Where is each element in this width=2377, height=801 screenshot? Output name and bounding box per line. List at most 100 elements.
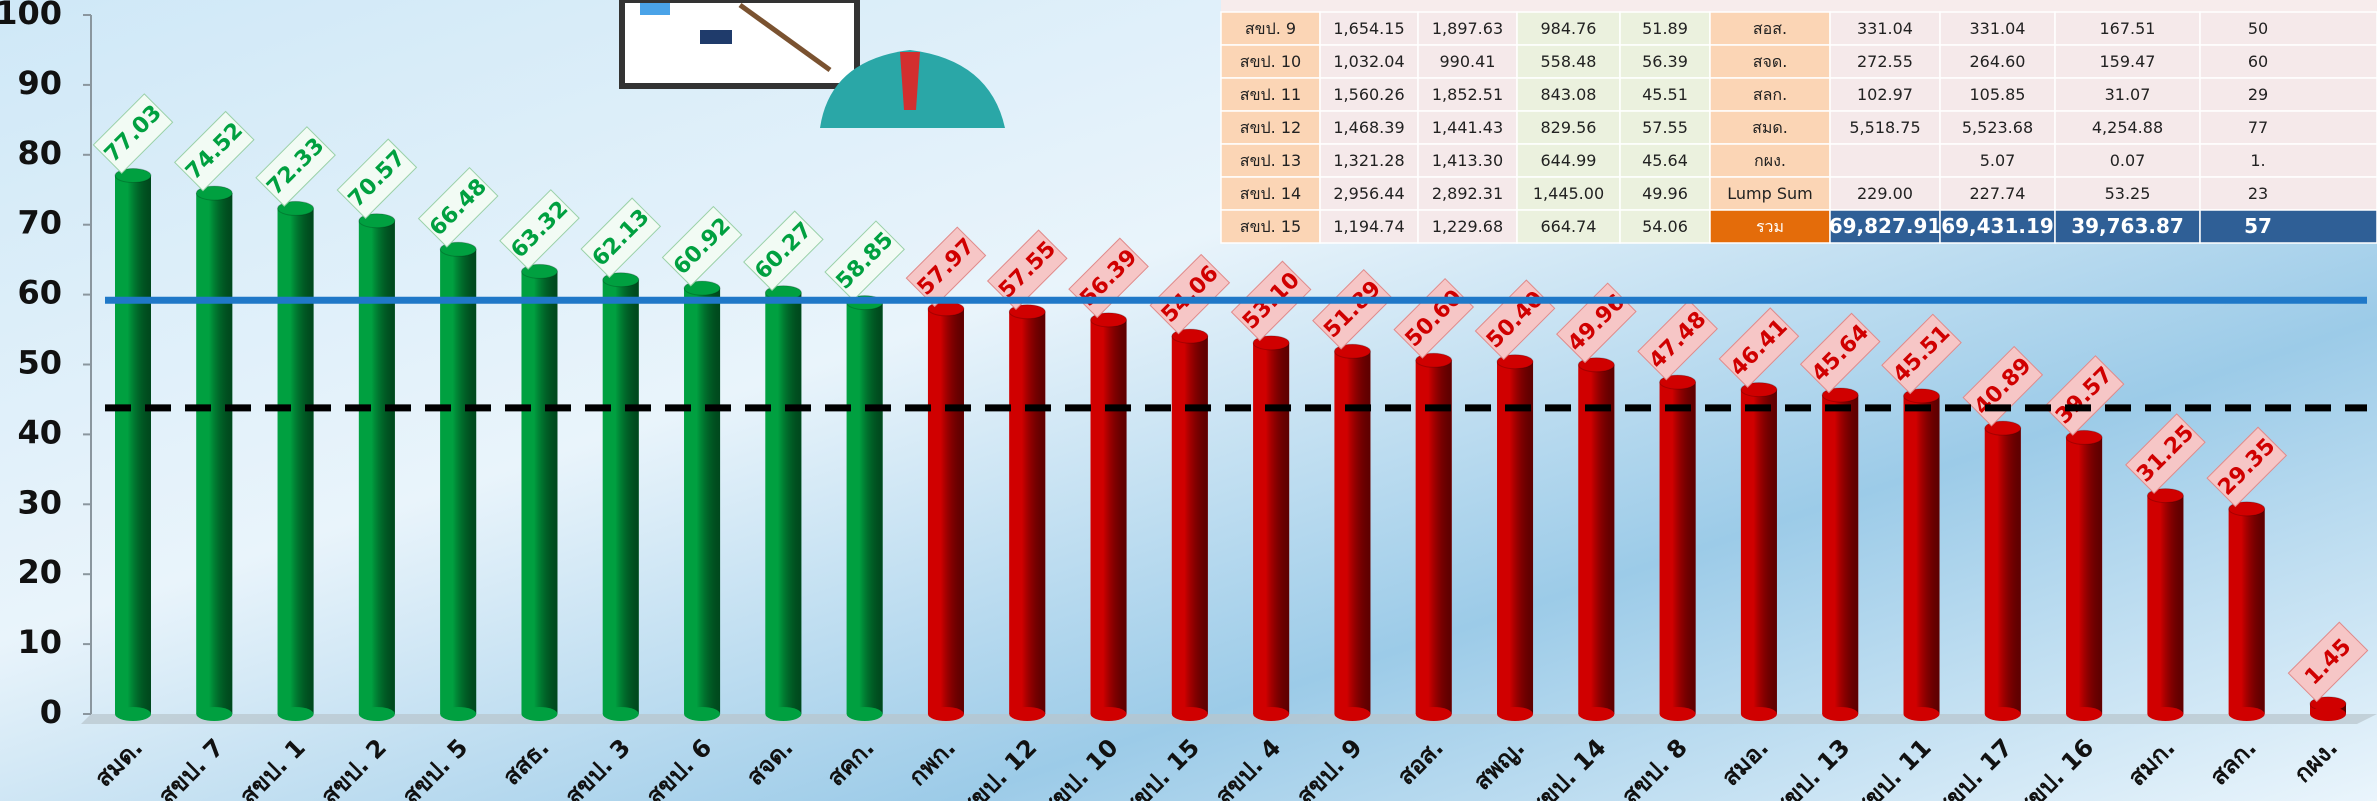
table-text: 57 bbox=[2244, 214, 2272, 238]
bar-shade bbox=[278, 208, 314, 714]
bar-shade bbox=[928, 309, 964, 714]
bar-shade bbox=[847, 303, 883, 714]
bar-shade bbox=[115, 176, 151, 714]
table-text: รวม bbox=[1756, 217, 1784, 236]
bar-base bbox=[603, 707, 639, 721]
table-text: 990.41 bbox=[1440, 52, 1496, 71]
table-text: 1,897.63 bbox=[1432, 19, 1503, 38]
table-text: 5,523.68 bbox=[1962, 118, 2033, 137]
table-text: 1,654.15 bbox=[1333, 19, 1404, 38]
table-text: 39,763.87 bbox=[2071, 214, 2184, 238]
table-text: 53.25 bbox=[2105, 184, 2151, 203]
chart: สขป. 91,654.151,897.63984.7651.89สอส.331… bbox=[0, 0, 2377, 801]
table-text: สมด. bbox=[1752, 118, 1788, 137]
table-text: 57.55 bbox=[1642, 118, 1688, 137]
bar-base bbox=[2147, 707, 2183, 721]
table-text: สขป. 15 bbox=[1240, 217, 1301, 236]
bar-base bbox=[440, 707, 476, 721]
y-tick-label: 30 bbox=[17, 483, 62, 521]
bar-base bbox=[521, 707, 557, 721]
table-text: 1,229.68 bbox=[1432, 217, 1503, 236]
table-text: 69,827.91 bbox=[1829, 214, 1942, 238]
bar-shade bbox=[359, 221, 395, 714]
table-text: 45.64 bbox=[1642, 151, 1688, 170]
table-text: 5.07 bbox=[1980, 151, 2016, 170]
table-text: 69,431.19 bbox=[1941, 214, 2054, 238]
table-text: 2,956.44 bbox=[1333, 184, 1404, 203]
table-text: สขป. 14 bbox=[1240, 184, 1301, 203]
table-cell bbox=[2200, 12, 2377, 45]
table-text: 272.55 bbox=[1857, 52, 1913, 71]
table-text: สอส. bbox=[1753, 19, 1787, 38]
bar-shade bbox=[684, 288, 720, 714]
bar-base bbox=[1822, 707, 1858, 721]
bar-base bbox=[2229, 707, 2265, 721]
bar-shade bbox=[1741, 390, 1777, 714]
table-text: 50 bbox=[2248, 19, 2268, 38]
table-text: 49.96 bbox=[1642, 184, 1688, 203]
bar-shade bbox=[1253, 343, 1289, 714]
bar-base bbox=[278, 707, 314, 721]
y-tick-label: 90 bbox=[17, 64, 62, 102]
table-text: 102.97 bbox=[1857, 85, 1913, 104]
bar-shade bbox=[1904, 396, 1940, 714]
table-text: 5,518.75 bbox=[1849, 118, 1920, 137]
bar-shade bbox=[1822, 395, 1858, 714]
table-text: 167.51 bbox=[2100, 19, 2156, 38]
y-tick-label: 10 bbox=[17, 623, 62, 661]
table-text: สขป. 12 bbox=[1240, 118, 1301, 137]
bar-base bbox=[1741, 707, 1777, 721]
bar-base bbox=[2310, 707, 2346, 721]
table-text: 77 bbox=[2248, 118, 2268, 137]
table-cell bbox=[1830, 144, 1940, 177]
table-text: 1,852.51 bbox=[1432, 85, 1503, 104]
table-text: 54.06 bbox=[1642, 217, 1688, 236]
table-text: 558.48 bbox=[1541, 52, 1597, 71]
table-text: กผง. bbox=[1754, 151, 1786, 170]
y-tick-label: 40 bbox=[17, 413, 62, 451]
bar-base bbox=[1416, 707, 1452, 721]
table-cell bbox=[2200, 45, 2377, 78]
y-tick-label: 70 bbox=[17, 204, 62, 242]
table-text: สจด. bbox=[1753, 52, 1788, 71]
table-text: 23 bbox=[2248, 184, 2268, 203]
table-text: 1,560.26 bbox=[1333, 85, 1404, 104]
bar-shade bbox=[1578, 365, 1614, 714]
board-icon bbox=[700, 30, 732, 44]
table-text: สขป. 13 bbox=[1240, 151, 1301, 170]
table-text: สขป. 9 bbox=[1245, 19, 1296, 38]
table-text: 2,892.31 bbox=[1432, 184, 1503, 203]
bar-shade bbox=[2229, 509, 2265, 714]
y-tick-label: 80 bbox=[17, 134, 62, 172]
table-text: 4,254.88 bbox=[2092, 118, 2163, 137]
table: สขป. 91,654.151,897.63984.7651.89สอส.331… bbox=[1221, 0, 2377, 243]
bar-shade bbox=[196, 193, 232, 714]
bar-base bbox=[2066, 707, 2102, 721]
table-cell bbox=[2200, 144, 2377, 177]
bar-base bbox=[765, 707, 801, 721]
bar-shade bbox=[1660, 382, 1696, 714]
bar-base bbox=[1334, 707, 1370, 721]
bar-shade bbox=[603, 280, 639, 714]
table-text: 56.39 bbox=[1642, 52, 1688, 71]
table-text: 31.07 bbox=[2105, 85, 2151, 104]
bar-base bbox=[1660, 707, 1696, 721]
table-text: สลก. bbox=[1753, 85, 1787, 104]
table-text: 1,413.30 bbox=[1432, 151, 1503, 170]
bar-shade bbox=[1416, 360, 1452, 714]
y-tick-label: 20 bbox=[17, 553, 62, 591]
table-text: 0.07 bbox=[2110, 151, 2146, 170]
bar-base bbox=[1497, 707, 1533, 721]
board-icon bbox=[640, 3, 670, 15]
bar-base bbox=[196, 707, 232, 721]
bar-base bbox=[1904, 707, 1940, 721]
table-cell bbox=[2200, 177, 2377, 210]
table-text: 843.08 bbox=[1541, 85, 1597, 104]
floor bbox=[81, 714, 2377, 724]
table-cell bbox=[2200, 78, 2377, 111]
y-tick-label: 100 bbox=[0, 0, 62, 32]
table-text: 29 bbox=[2248, 85, 2268, 104]
table-text: 60 bbox=[2248, 52, 2268, 71]
table-text: 331.04 bbox=[1857, 19, 1913, 38]
table-text: 1. bbox=[2250, 151, 2265, 170]
